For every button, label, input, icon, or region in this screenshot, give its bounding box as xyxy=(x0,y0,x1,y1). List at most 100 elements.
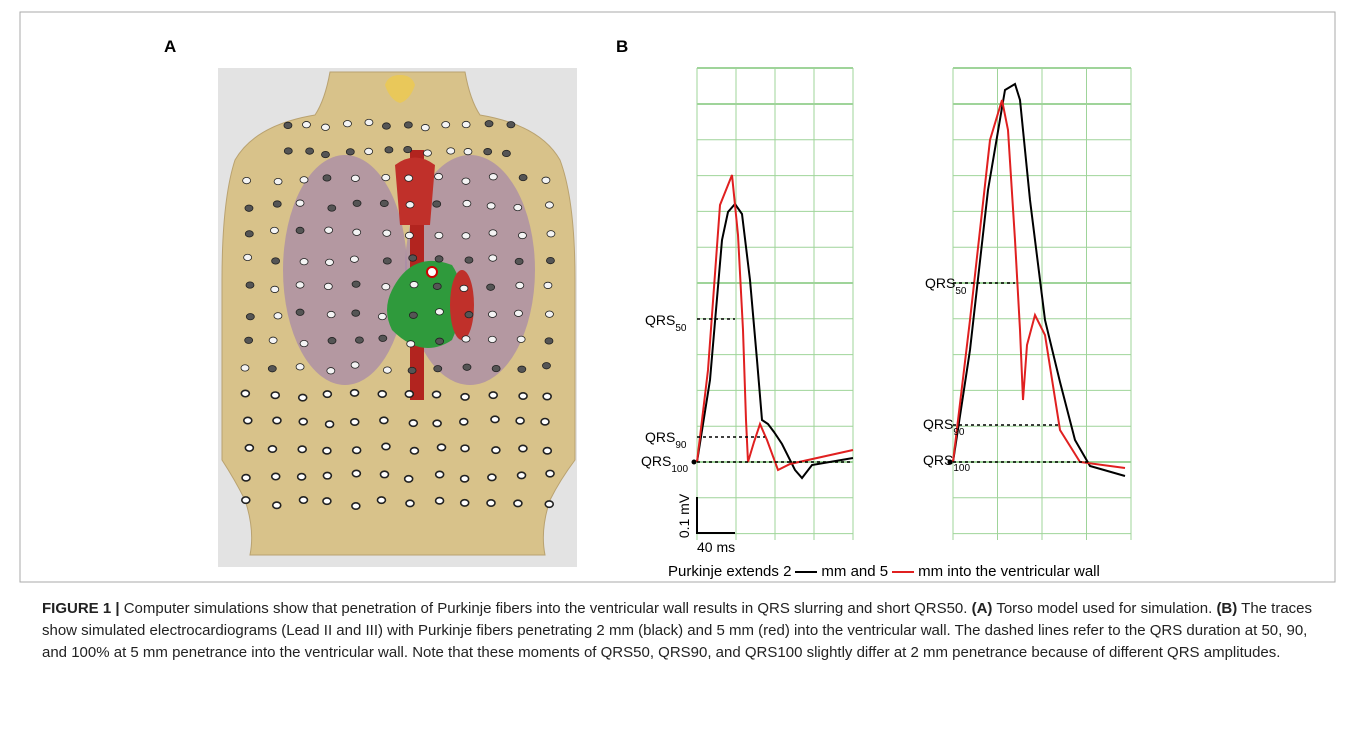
electrode xyxy=(514,204,522,210)
electrode xyxy=(514,310,522,316)
electrode xyxy=(242,475,250,481)
electrode xyxy=(321,124,329,130)
electrode xyxy=(323,498,331,504)
electrode xyxy=(351,419,359,425)
electrode xyxy=(300,177,308,183)
electrode xyxy=(302,121,310,127)
electrode xyxy=(271,392,279,398)
electrode xyxy=(405,175,413,181)
electrode xyxy=(546,470,554,476)
electrode xyxy=(436,498,444,504)
electrode xyxy=(377,497,385,503)
electrode xyxy=(461,500,469,506)
electrode xyxy=(542,177,550,183)
electrode xyxy=(547,231,555,237)
electrode xyxy=(487,500,495,506)
qrs-text: QRS xyxy=(641,453,671,469)
electrode xyxy=(383,230,391,236)
electrode xyxy=(406,202,414,208)
electrode xyxy=(296,364,304,370)
electrode xyxy=(465,311,473,317)
electrode xyxy=(423,150,431,156)
electrode xyxy=(544,282,552,288)
electrode xyxy=(327,368,335,374)
electrode xyxy=(514,500,522,506)
electrode xyxy=(519,393,527,399)
legend-text: Purkinje extends 2 xyxy=(668,563,791,580)
electrode xyxy=(296,200,304,206)
electrode xyxy=(378,313,386,319)
electrode xyxy=(245,231,253,237)
electrode xyxy=(241,390,249,396)
electrode xyxy=(488,336,496,342)
electrode xyxy=(515,258,523,264)
electrode xyxy=(272,473,280,479)
electrode xyxy=(461,445,469,451)
electrode xyxy=(351,362,359,368)
trace-2mm xyxy=(953,84,1125,476)
electrode xyxy=(352,503,360,509)
legend-line-red xyxy=(892,571,914,573)
electrode xyxy=(300,258,308,264)
electrode xyxy=(433,391,441,397)
electrode xyxy=(352,470,360,476)
electrode xyxy=(268,366,276,372)
electrode xyxy=(306,148,314,154)
electrode xyxy=(245,445,253,451)
electrode xyxy=(407,341,415,347)
electrode xyxy=(343,121,351,127)
electrode xyxy=(545,501,553,507)
electrode xyxy=(378,391,386,397)
electrode xyxy=(437,444,445,450)
electrode xyxy=(382,174,390,180)
electrode xyxy=(365,148,373,154)
electrode xyxy=(365,119,373,125)
electrode xyxy=(463,364,471,370)
electrode xyxy=(273,502,281,508)
electrode xyxy=(461,394,469,400)
electrode xyxy=(460,285,468,291)
qrs-label: QRS50 xyxy=(645,312,687,334)
qrs-label: QRS50 xyxy=(925,275,967,297)
electrode xyxy=(296,282,304,288)
electrode xyxy=(352,281,360,287)
electrode xyxy=(405,476,413,482)
legend-text: mm and 5 xyxy=(821,563,888,580)
caption-text: Computer simulations show that penetrati… xyxy=(124,600,972,617)
electrode xyxy=(298,474,306,480)
electrode xyxy=(346,149,354,155)
electrode xyxy=(353,229,361,235)
electrode xyxy=(296,227,304,233)
caption-label: FIGURE 1 | xyxy=(42,600,124,617)
electrode xyxy=(405,391,413,397)
qrs-sub: 100 xyxy=(953,463,970,474)
electrode xyxy=(270,227,278,233)
electrode xyxy=(461,475,469,481)
electrode xyxy=(382,443,390,449)
electrode xyxy=(321,151,329,157)
qrs-labels: QRS50 QRS90 QRS100 QRS50 QRS90 QRS100 xyxy=(641,275,970,475)
electrode xyxy=(284,122,292,128)
electrode xyxy=(323,391,331,397)
panel-label: B xyxy=(616,37,628,56)
ecg-grid xyxy=(697,68,853,540)
electrode xyxy=(379,335,387,341)
electrode xyxy=(518,232,526,238)
electrode xyxy=(328,205,336,211)
electrode xyxy=(519,174,527,180)
electrode xyxy=(351,175,359,181)
electrode xyxy=(463,200,471,206)
electrode xyxy=(462,121,470,127)
scale-x-label: 40 ms xyxy=(697,539,735,555)
electrode xyxy=(487,284,495,290)
electrode xyxy=(299,497,307,503)
electrode xyxy=(244,417,252,423)
electrode xyxy=(323,448,331,454)
electrode xyxy=(323,472,331,478)
electrode xyxy=(447,148,455,154)
electrode xyxy=(326,421,334,427)
electrode xyxy=(460,419,468,425)
electrode xyxy=(462,336,470,342)
legend-line-black xyxy=(795,571,817,573)
